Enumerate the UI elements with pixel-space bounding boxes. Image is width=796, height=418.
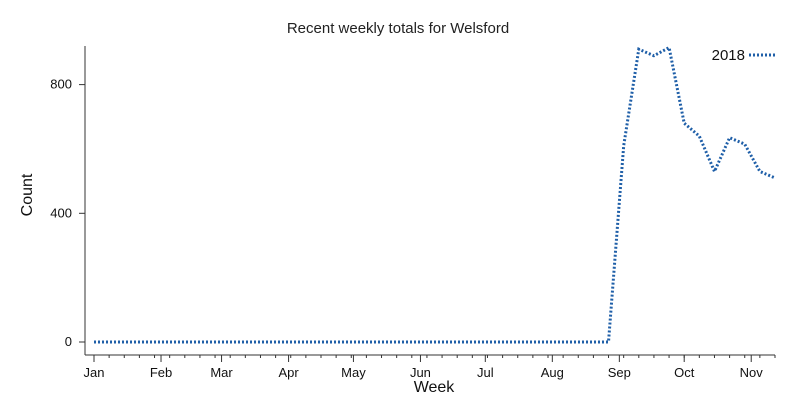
- x-tick-label: Nov: [740, 365, 764, 380]
- series-line: [94, 45, 776, 344]
- y-axis-label: Count: [19, 173, 36, 216]
- y-tick-label: 400: [50, 205, 72, 220]
- x-tick-label: Feb: [150, 365, 172, 380]
- y-tick-label: 0: [65, 334, 72, 349]
- x-tick-label: May: [341, 365, 366, 380]
- legend: 2018: [712, 47, 775, 64]
- x-tick-label: Jun: [410, 365, 431, 380]
- x-ticks: Jan Feb Mar Apr May Jun Jul Aug Sep Oct Nov: [84, 355, 776, 380]
- x-axis-label: Week: [414, 379, 456, 396]
- x-tick-label: Jan: [84, 365, 105, 380]
- series-layer: [94, 45, 776, 344]
- x-tick-label: Oct: [674, 365, 695, 380]
- x-tick-label: Jul: [477, 365, 494, 380]
- x-tick-label: Sep: [608, 365, 631, 380]
- x-axis: Jan Feb Mar Apr May Jun Jul Aug Sep Oct Nov: [84, 354, 776, 380]
- x-tick-label: Mar: [210, 365, 233, 380]
- x-tick-label: Aug: [541, 365, 564, 380]
- y-tick-label: 800: [50, 77, 72, 92]
- y-axis: 0 400 800: [50, 46, 86, 355]
- x-tick-label: Apr: [278, 365, 299, 380]
- legend-label: 2018: [712, 47, 745, 64]
- y-ticks: 0 400 800: [50, 77, 85, 349]
- chart-title: Recent weekly totals for Welsford: [287, 20, 509, 37]
